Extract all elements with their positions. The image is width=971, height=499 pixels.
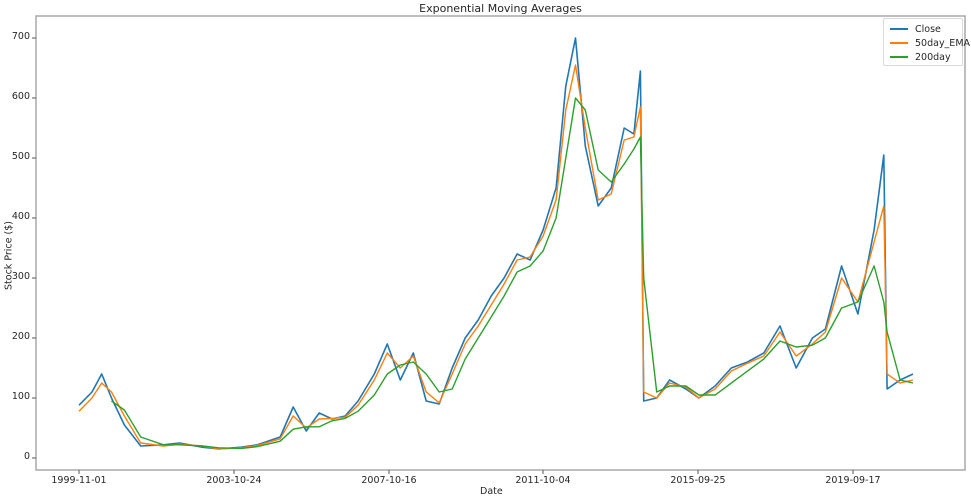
x-tick-marks <box>78 470 854 474</box>
series-layer <box>78 37 914 450</box>
x-tick-2007: 2007-10-16 <box>361 475 417 486</box>
x-tick-2011: 2011-10-04 <box>515 475 571 486</box>
legend: Close 50day_EMA 200day <box>883 18 970 66</box>
legend-label-200day: 200day <box>915 51 951 63</box>
x-tick-2015: 2015-09-25 <box>670 475 726 486</box>
chart-title: Exponential Moving Averages <box>419 2 582 15</box>
legend-item-close: Close <box>890 23 941 35</box>
legend-swatch-200day <box>890 56 908 58</box>
y-tick-500: 500 <box>11 151 30 162</box>
ema200-line <box>111 97 914 450</box>
y-tick-600: 600 <box>11 91 30 102</box>
axes-frame <box>35 15 966 471</box>
y-tick-200: 200 <box>11 331 30 342</box>
y-tick-400: 400 <box>11 211 30 222</box>
x-tick-2019: 2019-09-17 <box>825 475 881 486</box>
x-tick-2003: 2003-10-24 <box>206 475 262 486</box>
y-tick-300: 300 <box>11 271 30 282</box>
y-tick-marks <box>32 37 36 459</box>
y-tick-100: 100 <box>11 391 30 402</box>
legend-swatch-50day-ema <box>890 42 908 44</box>
legend-item-200day: 200day <box>890 51 951 63</box>
y-tick-0: 0 <box>23 451 30 462</box>
y-axis-label: Stock Price ($) <box>3 221 15 290</box>
legend-swatch-close <box>890 28 908 30</box>
legend-label-close: Close <box>915 23 941 35</box>
y-tick-700: 700 <box>11 31 30 42</box>
x-tick-1999: 1999-11-01 <box>51 475 107 486</box>
x-axis-label: Date <box>480 486 503 497</box>
legend-item-50day-ema: 50day_EMA <box>890 37 970 49</box>
legend-label-50day-ema: 50day_EMA <box>915 37 971 49</box>
